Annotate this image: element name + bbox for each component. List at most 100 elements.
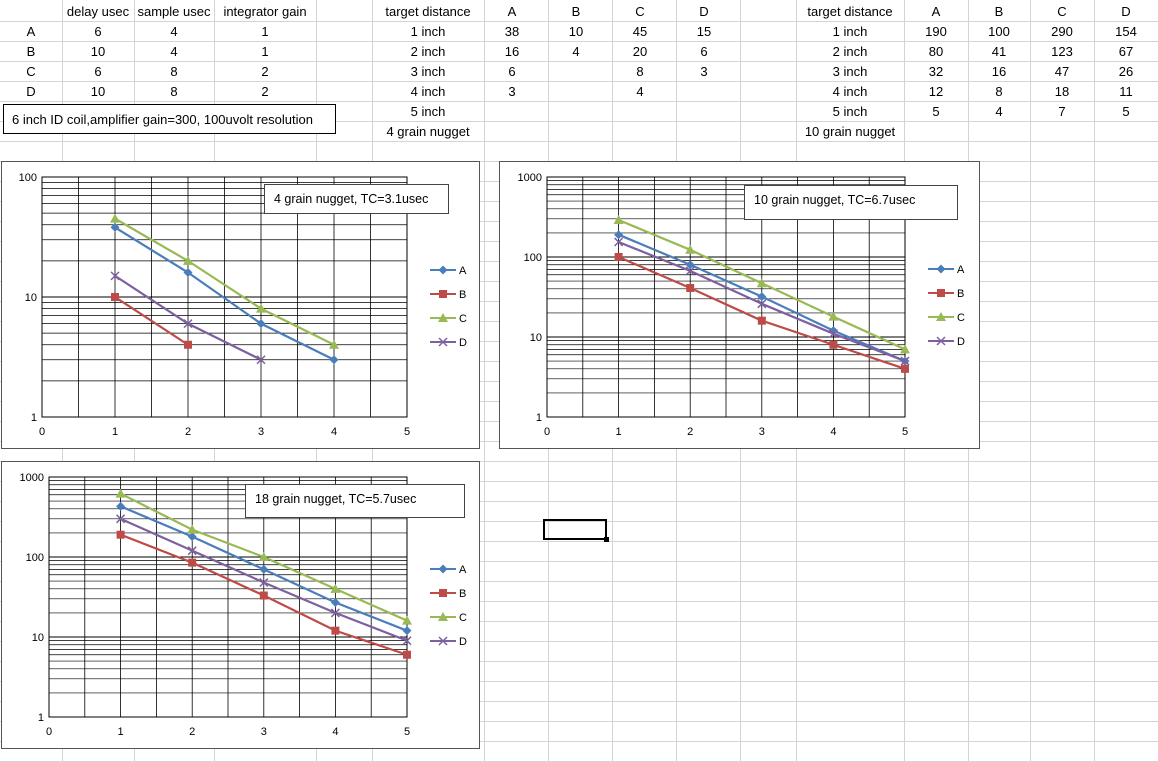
x-tick-label: 2 [687, 426, 693, 438]
cell[interactable]: 8 [170, 84, 178, 99]
header-col-a[interactable]: A [931, 4, 941, 19]
cell[interactable]: 10 [90, 44, 106, 59]
cell[interactable]: 290 [1051, 24, 1073, 39]
cell[interactable]: 80 [928, 44, 944, 59]
cell[interactable]: 38 [504, 24, 520, 39]
header-target-distance[interactable]: target distance [385, 4, 471, 19]
plot-area [48, 476, 408, 718]
cell[interactable]: 15 [696, 24, 712, 39]
cell[interactable]: 6 [508, 64, 516, 79]
chart-title[interactable]: 4 grain nugget, TC=3.1usec [264, 184, 449, 214]
marker-c [613, 215, 624, 225]
cell[interactable] [548, 82, 604, 102]
cell[interactable] [548, 62, 604, 82]
cell[interactable]: 32 [928, 64, 944, 79]
header-col-c[interactable]: C [635, 4, 645, 19]
header-target-distance[interactable]: target distance [807, 4, 893, 19]
header-delay[interactable]: delay usec [66, 4, 130, 19]
selected-cell[interactable] [543, 519, 609, 542]
row-label[interactable]: 4 inch [832, 84, 868, 99]
chart-10-grain[interactable]: 1 10 100 1000 0 1 2 3 4 5 A B C D 10 grain nugget, TC… [499, 161, 980, 449]
cell[interactable]: 20 [632, 44, 648, 59]
row-label[interactable]: 2 inch [410, 44, 446, 59]
marker-c [256, 303, 266, 313]
cell[interactable]: 18 [1054, 84, 1070, 99]
cell[interactable]: 3 [508, 84, 516, 99]
cell[interactable]: 4 [170, 44, 178, 59]
series-line-c [114, 217, 335, 346]
chart-title[interactable]: 10 grain nugget, TC=6.7usec [744, 185, 958, 220]
cell[interactable]: 1 [261, 44, 269, 59]
x-tick-label: 4 [830, 426, 836, 438]
row-label[interactable]: 2 inch [832, 44, 868, 59]
header-col-d[interactable]: D [1121, 4, 1131, 19]
header-integrator[interactable]: integrator gain [223, 4, 307, 19]
table-footer[interactable]: 10 grain nugget [804, 124, 896, 139]
header-sample[interactable]: sample usec [137, 4, 211, 19]
cell[interactable]: 12 [928, 84, 944, 99]
cell[interactable]: 4 [572, 44, 580, 59]
cell[interactable]: 2 [261, 64, 269, 79]
chart-18-grain[interactable]: 1 10 100 1000 0 1 2 3 4 5 A B C D 18 grain nugget, TC… [1, 461, 480, 749]
row-label[interactable]: 5 inch [832, 104, 868, 119]
row-label[interactable]: 4 inch [410, 84, 446, 99]
table-footer[interactable]: 4 grain nugget [386, 124, 470, 139]
cell[interactable]: 10 [568, 24, 584, 39]
row-label[interactable]: D [26, 84, 36, 99]
cell[interactable]: 8 [636, 64, 644, 79]
row-label[interactable]: 3 inch [410, 64, 446, 79]
row-label[interactable]: 1 inch [410, 24, 446, 39]
x-tick-label: 2 [189, 726, 195, 738]
cell[interactable]: 26 [1118, 64, 1134, 79]
cell[interactable]: 4 [636, 84, 644, 99]
cell[interactable]: 4 [995, 104, 1003, 119]
row-label[interactable]: 3 inch [832, 64, 868, 79]
cell[interactable]: 8 [170, 64, 178, 79]
row-label[interactable]: 1 inch [832, 24, 868, 39]
cell[interactable]: 11 [1119, 84, 1133, 99]
cell[interactable]: 47 [1054, 64, 1070, 79]
cell[interactable]: 5 [932, 104, 940, 119]
cell[interactable]: 67 [1118, 44, 1134, 59]
header-col-b[interactable]: B [571, 4, 581, 19]
cell[interactable]: 45 [632, 24, 648, 39]
row-label[interactable]: 5 inch [410, 104, 446, 119]
cell[interactable]: 6 [94, 64, 102, 79]
cell[interactable]: 4 [170, 24, 178, 39]
cell[interactable]: 100 [988, 24, 1010, 39]
cell[interactable]: 1 [261, 24, 269, 39]
x-tick-label: 1 [616, 426, 622, 438]
row-label[interactable]: B [26, 44, 36, 59]
marker-c [756, 278, 767, 288]
header-col-d[interactable]: D [699, 4, 709, 19]
cell[interactable]: 6 [700, 44, 708, 59]
chart-title[interactable]: 18 grain nugget, TC=5.7usec [245, 484, 465, 518]
cell[interactable]: 7 [1058, 104, 1066, 119]
marker-c [329, 339, 339, 349]
cell[interactable]: 123 [1051, 44, 1073, 59]
marker-d [828, 329, 838, 339]
cell[interactable]: 190 [925, 24, 947, 39]
cell[interactable]: 6 [94, 24, 102, 39]
header-col-c[interactable]: C [1057, 4, 1067, 19]
cell[interactable]: 41 [991, 44, 1007, 59]
row-label[interactable]: A [26, 24, 36, 39]
header-col-a[interactable]: A [507, 4, 517, 19]
chart-4-grain[interactable]: 1 10 100 0 1 2 3 4 5 A B C D 4 grain nugget, TC=3.1u… [1, 161, 480, 449]
cell[interactable]: 16 [991, 64, 1007, 79]
marker-d [685, 266, 695, 276]
cell[interactable]: 5 [1122, 104, 1130, 119]
marker-b [937, 289, 945, 297]
y-tick-label: 100 [26, 552, 44, 564]
cell[interactable]: 16 [504, 44, 520, 59]
coil-note-textbox[interactable]: 6 inch ID coil,amplifier gain=300, 100uv… [3, 104, 336, 134]
cell[interactable]: 3 [700, 64, 708, 79]
row-label[interactable]: C [26, 64, 36, 79]
cell[interactable]: 154 [1115, 24, 1137, 39]
cell[interactable]: 10 [90, 84, 106, 99]
cell[interactable]: 2 [261, 84, 269, 99]
cell[interactable] [676, 82, 732, 102]
header-col-b[interactable]: B [994, 4, 1004, 19]
cell[interactable]: 8 [995, 84, 1003, 99]
